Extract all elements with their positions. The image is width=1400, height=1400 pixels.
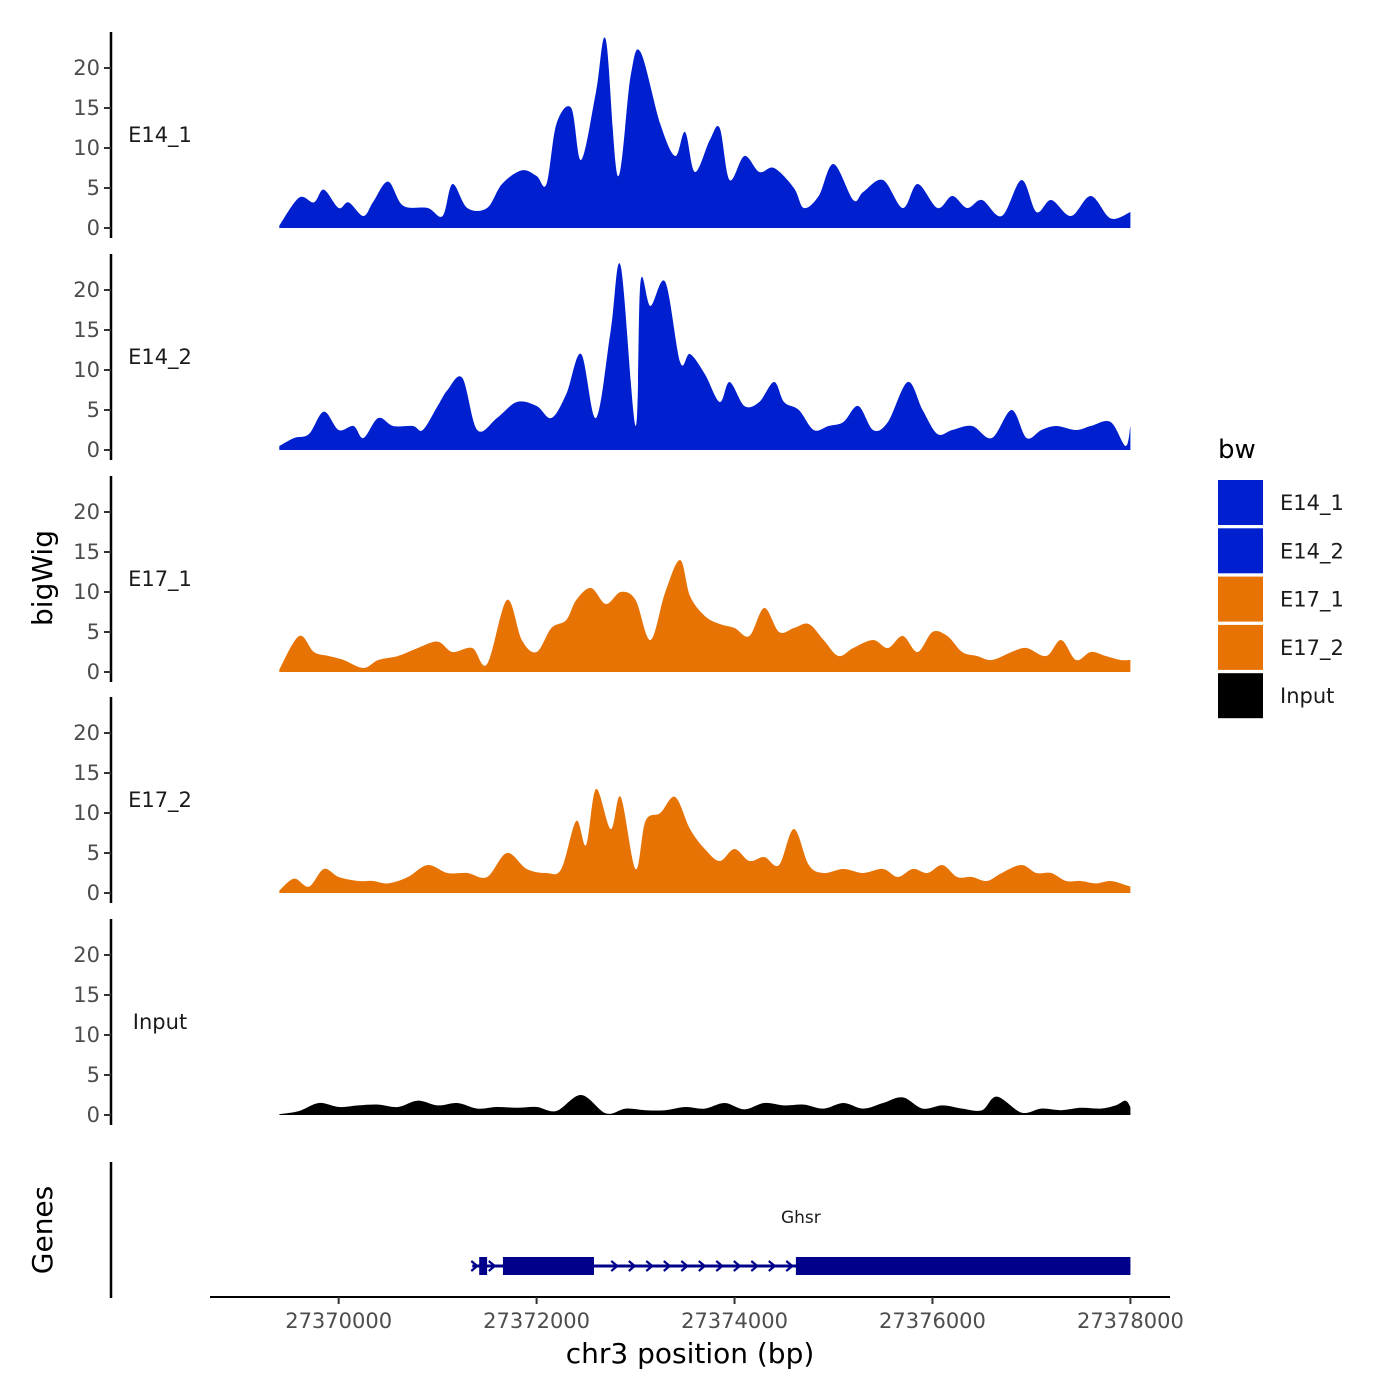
y-axis-title: bigWig — [26, 530, 59, 626]
x-tick-label: 27370000 — [285, 1309, 392, 1333]
y-tick-label: 0 — [87, 438, 100, 462]
y-tick-label: 15 — [73, 983, 100, 1007]
y-tick-label: 20 — [73, 943, 100, 967]
strand-arrow — [698, 1260, 707, 1272]
panel-e17_2: 0 5 10 15 20 E17_2 — [73, 697, 1131, 905]
legend-items: E14_1 E14_2 E17_1 E17_2 Input — [1218, 480, 1344, 719]
y-tick-label: 10 — [73, 1023, 100, 1047]
gene-model — [470, 1257, 1131, 1275]
y-tick-label: 5 — [87, 398, 100, 422]
gene-exon — [795, 1257, 1131, 1275]
y-tick-label: 20 — [73, 721, 100, 745]
coverage-area-e17_1 — [279, 559, 1131, 672]
strand-arrow — [645, 1260, 654, 1272]
legend-label-input: Input — [1280, 684, 1334, 708]
legend-label-e14_1: E14_1 — [1280, 491, 1344, 516]
coverage-area-e14_1 — [279, 37, 1131, 228]
legend-label-e14_2: E14_2 — [1280, 539, 1344, 564]
strand-arrow — [715, 1260, 724, 1272]
strand-arrow — [663, 1260, 672, 1272]
strand-arrow — [733, 1260, 742, 1272]
strand-arrow — [488, 1260, 497, 1272]
legend-label-e17_1: E17_1 — [1280, 588, 1344, 613]
strand-arrow — [610, 1260, 619, 1272]
panel-e17_1: 0 5 10 15 20 E17_1 — [73, 476, 1131, 684]
x-axis: 27370000 27372000 27374000 27376000 27378000… — [210, 1296, 1184, 1370]
legend-swatch-e17_2 — [1218, 624, 1263, 670]
strand-arrow — [750, 1260, 759, 1272]
strand-arrow — [470, 1260, 479, 1272]
strand-arrow — [768, 1260, 777, 1272]
y-tick-label: 0 — [87, 660, 100, 684]
genes-axis-title: Genes — [26, 1186, 59, 1274]
coverage-area-input — [279, 1094, 1131, 1115]
genes-panel: Genes Ghsr — [26, 1162, 1131, 1298]
y-tick-label: 5 — [87, 620, 100, 644]
panel-e14_1: 0 5 10 15 20 E14_1 — [73, 32, 1131, 240]
strand-arrow — [680, 1260, 689, 1272]
panel-input: 0 5 10 15 20 Input — [73, 919, 1131, 1127]
legend-label-e17_2: E17_2 — [1280, 636, 1344, 661]
gene-exon — [502, 1257, 594, 1275]
y-tick-label: 0 — [87, 216, 100, 240]
y-tick-label: 10 — [73, 358, 100, 382]
y-tick-label: 20 — [73, 56, 100, 80]
legend-title: bw — [1218, 435, 1256, 465]
y-tick-label: 20 — [73, 500, 100, 524]
y-tick-label: 10 — [73, 580, 100, 604]
y-tick-label: 15 — [73, 761, 100, 785]
x-tick-label: 27378000 — [1077, 1309, 1184, 1333]
y-tick-label: 5 — [87, 841, 100, 865]
y-tick-label: 10 — [73, 801, 100, 825]
coverage-area-e14_2 — [279, 263, 1131, 450]
coverage-panels: 05101520E14_105101520E14_205101520E17_10… — [73, 32, 1131, 1127]
panel-e14_2: 0 5 10 15 20 E14_2 — [73, 254, 1131, 462]
strand-arrow — [785, 1260, 794, 1272]
track-label-e14_1: E14_1 — [128, 123, 192, 148]
y-tick-label: 20 — [73, 278, 100, 302]
y-tick-label: 5 — [87, 1063, 100, 1087]
coverage-area-e17_2 — [279, 788, 1131, 893]
x-axis-title: chr3 position (bp) — [566, 1337, 815, 1370]
gene-label: Ghsr — [781, 1208, 821, 1228]
x-tick-label: 27372000 — [483, 1309, 590, 1333]
x-tick-label: 27376000 — [879, 1309, 986, 1333]
x-tick-label: 27374000 — [681, 1309, 788, 1333]
y-tick-label: 15 — [73, 318, 100, 342]
legend-swatch-e14_1 — [1218, 480, 1263, 525]
y-tick-label: 0 — [87, 881, 100, 905]
x-axis-ticks: 27370000 27372000 27374000 27376000 27378000 — [285, 1297, 1184, 1333]
y-tick-label: 10 — [73, 136, 100, 160]
y-tick-label: 5 — [87, 176, 100, 200]
y-tick-label: 15 — [73, 540, 100, 564]
y-tick-label: 0 — [87, 1103, 100, 1127]
track-label-e17_1: E17_1 — [128, 567, 192, 592]
track-label-e17_2: E17_2 — [128, 788, 192, 813]
track-label-input: Input — [133, 1010, 187, 1034]
track-label-e14_2: E14_2 — [128, 345, 192, 370]
legend: bw E14_1 E14_2 E17_1 E17_2 Input — [1218, 435, 1344, 719]
strand-arrow — [628, 1260, 637, 1272]
gene-exon — [479, 1257, 488, 1275]
y-tick-label: 15 — [73, 96, 100, 120]
legend-swatch-input — [1218, 673, 1263, 719]
legend-swatch-e14_2 — [1218, 528, 1263, 574]
legend-swatch-e17_1 — [1218, 576, 1263, 622]
